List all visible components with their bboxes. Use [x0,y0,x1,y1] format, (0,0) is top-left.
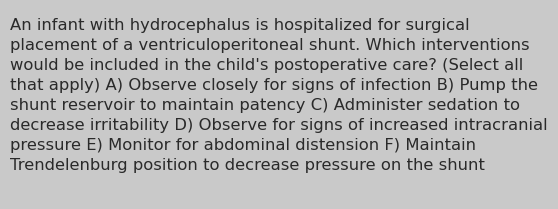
Text: An infant with hydrocephalus is hospitalized for surgical
placement of a ventric: An infant with hydrocephalus is hospital… [10,18,547,173]
